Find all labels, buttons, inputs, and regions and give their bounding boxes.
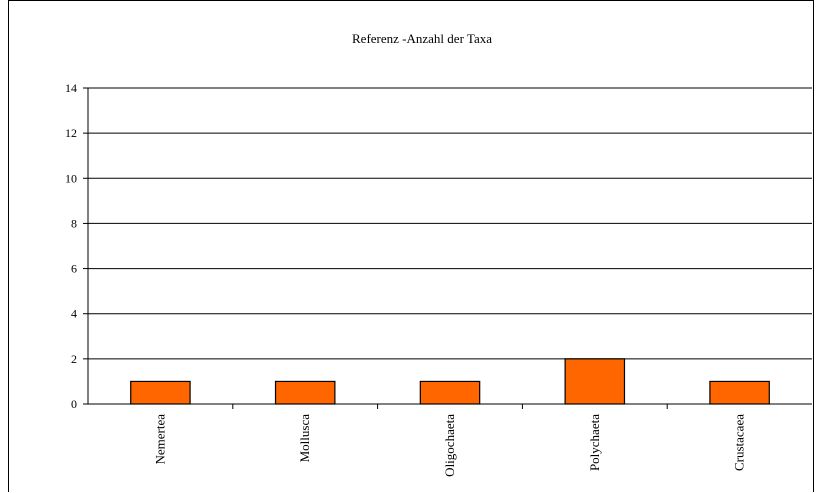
- x-tick-label: Polychaeta: [587, 414, 602, 471]
- bar-polychaeta: [564, 358, 626, 405]
- bar-layer: [130, 358, 770, 405]
- chart-title: Referenz -Anzahl der Taxa: [352, 31, 492, 46]
- y-tick-label: 2: [71, 352, 77, 366]
- x-tick-label: Nemertea: [152, 414, 167, 465]
- x-tick-label: Mollusca: [297, 414, 312, 463]
- axis-layer: 0 2 4 6 8 10 12 14: [65, 81, 812, 411]
- bar-crustacaea: [709, 380, 770, 405]
- y-tick-label: 4: [71, 307, 77, 321]
- y-tick-label: 10: [65, 171, 77, 185]
- y-tick-label: 12: [65, 126, 77, 140]
- y-tick-label: 14: [65, 81, 77, 95]
- bar-nemertea: [130, 380, 191, 405]
- grid-layer: [88, 87, 812, 360]
- bar-oligochaeta: [419, 380, 481, 405]
- chart-frame: [8, 0, 814, 492]
- y-tick-label: 6: [71, 262, 77, 276]
- label-layer: Nemertea Mollusca Oligochaeta Polychaeta Cru…: [152, 414, 746, 477]
- bar-mollusca: [274, 380, 336, 405]
- x-tick-label: Crustacaea: [732, 414, 747, 471]
- x-tick-label: Oligochaeta: [442, 414, 457, 477]
- y-tick-label: 8: [71, 216, 77, 230]
- y-tick-label: 0: [71, 397, 77, 411]
